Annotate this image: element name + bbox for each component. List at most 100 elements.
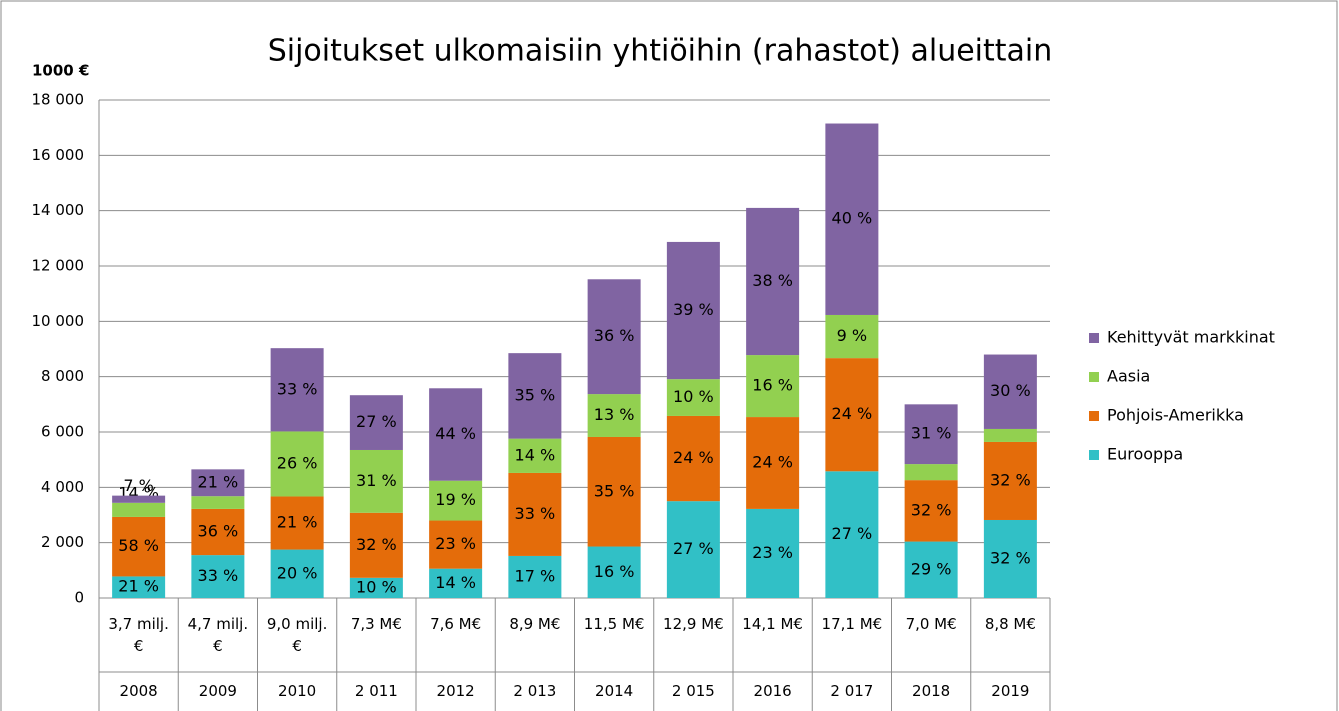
data-label: 23 % bbox=[752, 543, 793, 562]
data-label: 36 % bbox=[594, 326, 635, 345]
bar-segment bbox=[508, 472, 562, 556]
data-label: 33 % bbox=[515, 504, 556, 523]
x-tick-label: 2 013 bbox=[513, 682, 557, 700]
y-tick-label: 10 000 bbox=[32, 312, 85, 330]
data-label: 32 % bbox=[911, 500, 952, 519]
bar-segment bbox=[270, 549, 324, 598]
bar-segment bbox=[587, 436, 641, 547]
bar-segment bbox=[349, 449, 403, 513]
data-label: 19 % bbox=[435, 490, 476, 509]
y-tick-label: 4 000 bbox=[41, 478, 84, 496]
bar-segment bbox=[983, 519, 1037, 598]
data-label: 38 % bbox=[752, 271, 793, 290]
chart-title: Sijoitukset ulkomaisiin yhtiöihin (rahas… bbox=[268, 34, 1053, 69]
total-label: 9,0 milj. € bbox=[266, 615, 328, 655]
y-tick-label: 6 000 bbox=[41, 423, 84, 441]
bar-segment bbox=[825, 314, 879, 359]
bar-segment bbox=[746, 355, 800, 418]
legend-swatch bbox=[1089, 372, 1099, 382]
bar-segment bbox=[746, 417, 800, 509]
data-label: 10 % bbox=[356, 577, 397, 596]
bar-segment bbox=[429, 520, 483, 569]
total-label: 8,8 M€ bbox=[984, 615, 1036, 633]
bar-segment bbox=[904, 464, 958, 481]
y-tick-label: 8 000 bbox=[41, 367, 84, 385]
data-label: 14 % bbox=[435, 573, 476, 592]
data-label: 40 % bbox=[832, 209, 873, 228]
data-label: 10 % bbox=[673, 387, 714, 406]
data-label: 35 % bbox=[515, 385, 556, 404]
total-label: 11,5 M€ bbox=[583, 615, 645, 633]
data-label: 21 % bbox=[118, 577, 159, 596]
x-tick-label: 2019 bbox=[991, 682, 1030, 700]
bar-segment bbox=[904, 404, 958, 465]
x-tick-label: 2008 bbox=[119, 682, 158, 700]
total-label: 17,1 M€ bbox=[821, 615, 883, 633]
bar-segment bbox=[904, 541, 958, 598]
x-tick-label: 2 017 bbox=[830, 682, 874, 700]
data-label: 9 % bbox=[837, 326, 867, 345]
data-label: 13 % bbox=[594, 405, 635, 424]
bar-segment bbox=[825, 471, 879, 598]
legend-label: Aasia bbox=[1107, 367, 1150, 386]
bar-segment bbox=[349, 395, 403, 450]
data-label: 24 % bbox=[673, 448, 714, 467]
bar-segment bbox=[508, 438, 562, 473]
data-label: 44 % bbox=[435, 424, 476, 443]
data-label: 21 % bbox=[277, 513, 318, 532]
bar-segment bbox=[508, 353, 562, 439]
bar-segment bbox=[191, 469, 245, 497]
total-label: 7,0 M€ bbox=[905, 615, 957, 633]
total-label: 4,7 milj. € bbox=[187, 615, 249, 655]
bar-segment bbox=[191, 496, 245, 509]
y-tick-label: 18 000 bbox=[32, 91, 85, 109]
bar-segment bbox=[429, 568, 483, 598]
bar-segment bbox=[666, 501, 720, 598]
bar-segment bbox=[191, 555, 245, 598]
legend-swatch bbox=[1089, 450, 1099, 460]
bar-segment bbox=[112, 495, 166, 503]
legend-label: Pohjois-Amerikka bbox=[1107, 406, 1244, 425]
data-label: 16 % bbox=[752, 376, 793, 395]
x-tick-label: 2016 bbox=[753, 682, 792, 700]
data-label: 33 % bbox=[277, 379, 318, 398]
x-tick-label: 2014 bbox=[595, 682, 634, 700]
bar-segment bbox=[746, 508, 800, 598]
bar-segment bbox=[983, 428, 1037, 442]
data-label: 33 % bbox=[198, 566, 239, 585]
y-tick-label: 2 000 bbox=[41, 533, 84, 551]
data-label: 27 % bbox=[356, 412, 397, 431]
data-label: 17 % bbox=[515, 566, 556, 585]
data-label: 29 % bbox=[911, 559, 952, 578]
bar-segment bbox=[587, 394, 641, 437]
data-label: 31 % bbox=[356, 471, 397, 490]
x-tick-label: 2018 bbox=[912, 682, 951, 700]
data-label: 7 % bbox=[123, 476, 153, 495]
y-tick-label: 0 bbox=[74, 589, 84, 607]
data-label: 21 % bbox=[198, 472, 239, 491]
bar-segment bbox=[112, 516, 166, 577]
bar-segment bbox=[349, 577, 403, 598]
data-label: 32 % bbox=[356, 535, 397, 554]
bar-segment bbox=[270, 348, 324, 432]
y-tick-label: 12 000 bbox=[32, 257, 85, 275]
data-label: 26 % bbox=[277, 453, 318, 472]
data-label: 36 % bbox=[198, 522, 239, 541]
bar-segment bbox=[666, 379, 720, 416]
data-label: 32 % bbox=[990, 548, 1031, 567]
bar-segment bbox=[983, 354, 1037, 429]
x-tick-label: 2 015 bbox=[671, 682, 715, 700]
bar-segment bbox=[270, 496, 324, 550]
x-tick-label: 2009 bbox=[198, 682, 237, 700]
y-tick-label: 14 000 bbox=[32, 201, 85, 219]
legend-label: Eurooppa bbox=[1107, 445, 1183, 464]
y-tick-label: 16 000 bbox=[32, 146, 85, 164]
bar-segment bbox=[587, 546, 641, 598]
data-label: 14 % bbox=[515, 445, 556, 464]
data-label: 20 % bbox=[277, 563, 318, 582]
data-label: 32 % bbox=[990, 470, 1031, 489]
total-label: 8,9 M€ bbox=[509, 615, 561, 633]
